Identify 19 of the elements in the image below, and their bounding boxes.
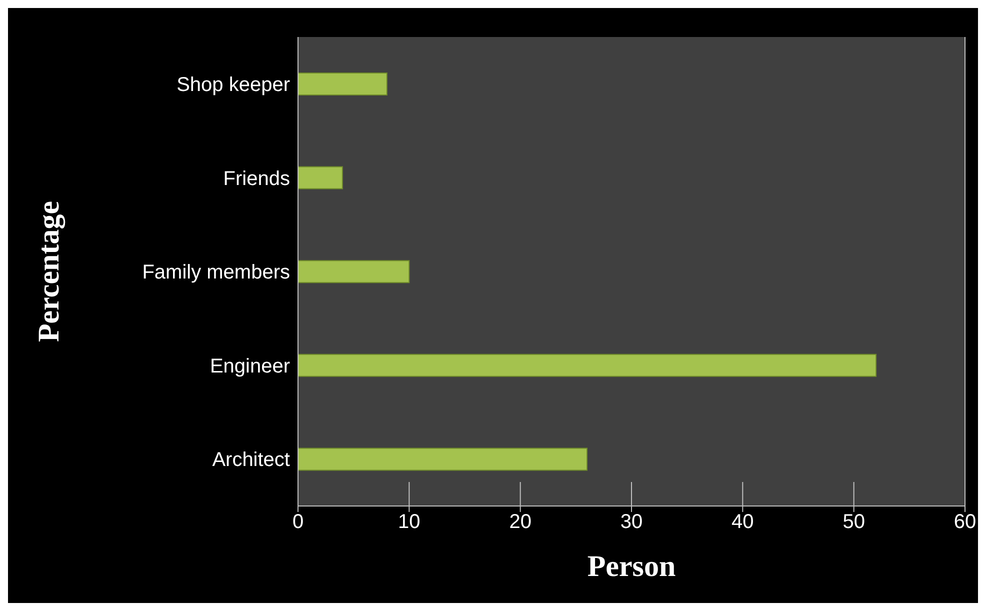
bar <box>298 166 343 190</box>
y-axis-title: Percentage <box>32 200 66 342</box>
y-tick-label: Friends <box>223 168 290 190</box>
bar <box>298 354 877 377</box>
bar <box>298 260 410 284</box>
x-tick-label: 20 <box>509 511 532 534</box>
bar <box>298 72 388 96</box>
x-tick-label: 0 <box>292 511 304 534</box>
x-tick-label: 10 <box>398 511 420 534</box>
y-tick-label: Shop keeper <box>176 74 290 96</box>
y-tick-label: Architect <box>212 449 290 472</box>
x-tick-label: 60 <box>954 511 976 534</box>
x-tick-label: 40 <box>732 511 754 534</box>
y-tick-label: Family members <box>142 262 290 284</box>
y-tick-label: Engineer <box>210 355 290 378</box>
x-tick-label: 30 <box>620 511 643 534</box>
bar <box>298 448 588 471</box>
x-axis-title: Person <box>587 550 676 583</box>
x-tick-label: 50 <box>842 511 865 534</box>
